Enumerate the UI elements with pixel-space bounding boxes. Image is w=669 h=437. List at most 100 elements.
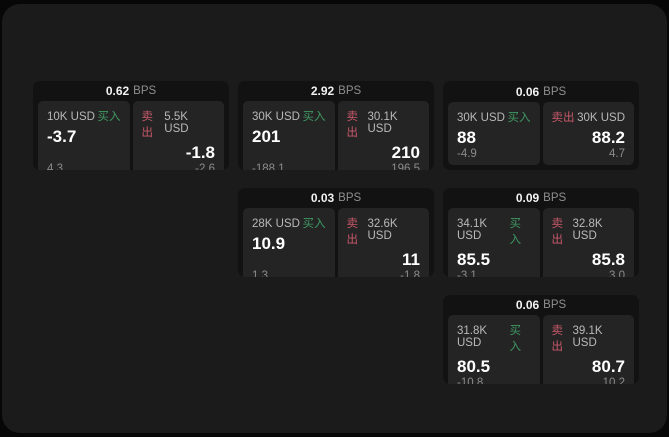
card-header: 0.09 BPS xyxy=(443,188,639,205)
bps-unit-label: BPS xyxy=(338,192,362,204)
buy-side-label: 买入 xyxy=(509,218,522,246)
buy-price: 85.5 xyxy=(457,250,491,269)
sell-price: 210 xyxy=(391,143,420,162)
sell-price: 85.8 xyxy=(591,250,625,269)
quote-panels: 28K USD 买入 10.9 1.3 卖出 32.6K USD 11 -1.8 xyxy=(238,205,434,277)
buy-panel[interactable]: 31.8K USD 买入 80.5 -10.8 xyxy=(448,315,540,384)
sell-sub-value: 4.7 xyxy=(609,148,625,160)
buy-panel-top: 31.8K USD 买入 xyxy=(457,322,531,354)
quote-panels: 30K USD 买入 88 -4.9 卖出 30K USD 88.2 4.7 xyxy=(443,99,639,170)
buy-sub-value: -188.1 xyxy=(252,163,285,170)
buy-amount: 30K USD xyxy=(457,112,505,124)
card-header: 2.92 BPS xyxy=(238,81,434,98)
sell-side-label: 卖出 xyxy=(551,112,575,124)
buy-sub-value: 4.3 xyxy=(47,163,63,170)
buy-panel[interactable]: 34.1K USD 买入 85.5 -3.1 xyxy=(448,208,540,277)
bps-unit-label: BPS xyxy=(543,85,567,98)
bps-unit-label: BPS xyxy=(543,192,567,204)
sell-side-label: 卖出 xyxy=(346,111,359,139)
sell-panel[interactable]: 卖出 32.6K USD 11 -1.8 xyxy=(337,208,429,277)
sell-side-label: 卖出 xyxy=(551,325,564,353)
sell-panel-top: 卖出 39.1K USD xyxy=(552,322,626,354)
sell-price: 11 xyxy=(402,250,420,269)
buy-sub-value: -4.9 xyxy=(457,148,477,160)
sell-amount: 30K USD xyxy=(577,112,625,124)
buy-price: -3.7 xyxy=(47,127,77,146)
app-page: 0.62 BPS 10K USD 买入 -3.7 4.3 卖出 5.5K USD… xyxy=(2,4,667,433)
quote-card: 0.09 BPS 34.1K USD 买入 85.5 -3.1 卖出 32.8K… xyxy=(443,188,639,277)
buy-panel[interactable]: 30K USD 买入 88 -4.9 xyxy=(448,102,540,165)
sell-panel-top: 卖出 5.5K USD xyxy=(142,108,216,140)
quote-card: 0.03 BPS 28K USD 买入 10.9 1.3 卖出 32.6K US… xyxy=(238,188,434,277)
sell-side-label: 卖出 xyxy=(346,218,359,246)
quote-panels: 10K USD 买入 -3.7 4.3 卖出 5.5K USD -1.8 -2.… xyxy=(33,98,229,170)
sell-amount: 32.6K USD xyxy=(367,218,398,242)
sell-amount: 32.8K USD xyxy=(572,218,603,242)
quote-panels: 34.1K USD 买入 85.5 -3.1 卖出 32.8K USD 85.8… xyxy=(443,205,639,277)
sell-panel-top: 卖出 32.6K USD xyxy=(347,215,421,247)
bps-value: 0.62 xyxy=(105,84,130,98)
buy-panel-top: 30K USD 买入 xyxy=(457,109,531,125)
sell-side-label: 卖出 xyxy=(551,218,564,246)
sell-panel[interactable]: 卖出 30K USD 88.2 4.7 xyxy=(542,102,634,165)
sell-sub-value: 196.5 xyxy=(391,163,420,170)
buy-price: 88 xyxy=(457,128,476,147)
buy-sub-value: -10.8 xyxy=(457,377,484,384)
bps-unit-label: BPS xyxy=(338,85,362,97)
quote-panels: 30K USD 买入 201 -188.1 卖出 30.1K USD 210 1… xyxy=(238,98,434,170)
buy-side-label: 买入 xyxy=(302,111,326,123)
quote-card: 0.62 BPS 10K USD 买入 -3.7 4.3 卖出 5.5K USD… xyxy=(33,81,229,170)
sell-panel[interactable]: 卖出 30.1K USD 210 196.5 xyxy=(337,101,429,170)
sell-panel-top: 卖出 30K USD xyxy=(552,109,626,125)
quote-panels: 31.8K USD 买入 80.5 -10.8 卖出 39.1K USD 80.… xyxy=(443,312,639,384)
buy-panel-top: 10K USD 买入 xyxy=(47,108,121,124)
sell-panel[interactable]: 卖出 32.8K USD 85.8 3.0 xyxy=(542,208,634,277)
sell-sub-value: 10.2 xyxy=(602,377,625,384)
buy-panel[interactable]: 10K USD 买入 -3.7 4.3 xyxy=(38,101,130,170)
bps-value: 0.09 xyxy=(515,191,540,205)
bps-unit-label: BPS xyxy=(133,85,157,97)
bps-value: 0.06 xyxy=(515,298,540,312)
buy-amount: 28K USD xyxy=(252,218,300,230)
sell-panel[interactable]: 卖出 5.5K USD -1.8 -2.6 xyxy=(132,101,224,170)
quote-card: 0.06 BPS 30K USD 买入 88 -4.9 卖出 30K USD 8… xyxy=(443,81,639,170)
cards-grid: 0.62 BPS 10K USD 买入 -3.7 4.3 卖出 5.5K USD… xyxy=(33,81,639,384)
buy-side-label: 买入 xyxy=(507,112,531,124)
sell-amount: 5.5K USD xyxy=(164,111,189,135)
buy-panel-top: 28K USD 买入 xyxy=(252,215,326,231)
buy-side-label: 买入 xyxy=(97,111,121,123)
buy-price: 201 xyxy=(252,127,281,146)
sell-side-label: 卖出 xyxy=(141,111,154,139)
bps-value: 0.03 xyxy=(310,191,335,205)
quote-card: 0.06 BPS 31.8K USD 买入 80.5 -10.8 卖出 39.1… xyxy=(443,295,639,384)
card-header: 0.03 BPS xyxy=(238,188,434,205)
buy-amount: 10K USD xyxy=(47,111,95,123)
sell-price: -1.8 xyxy=(185,143,215,162)
sell-amount: 30.1K USD xyxy=(367,111,398,135)
sell-amount: 39.1K USD xyxy=(572,325,603,349)
sell-price: 88.2 xyxy=(591,128,625,147)
sell-panel-top: 卖出 30.1K USD xyxy=(347,108,421,140)
card-header: 0.06 BPS xyxy=(443,295,639,312)
buy-price: 10.9 xyxy=(252,234,286,253)
sell-sub-value: -2.6 xyxy=(195,163,215,170)
buy-sub-value: 1.3 xyxy=(252,270,268,277)
bps-value: 0.06 xyxy=(515,84,540,99)
bps-value: 2.92 xyxy=(310,84,335,98)
card-header: 0.62 BPS xyxy=(33,81,229,98)
buy-panel[interactable]: 28K USD 买入 10.9 1.3 xyxy=(243,208,335,277)
card-header: 0.06 BPS xyxy=(443,81,639,99)
buy-panel-top: 30K USD 买入 xyxy=(252,108,326,124)
sell-panel[interactable]: 卖出 39.1K USD 80.7 10.2 xyxy=(542,315,634,384)
sell-sub-value: 3.0 xyxy=(609,270,625,277)
buy-panel[interactable]: 30K USD 买入 201 -188.1 xyxy=(243,101,335,170)
buy-side-label: 买入 xyxy=(302,218,326,230)
buy-amount: 34.1K USD xyxy=(457,218,488,242)
sell-price: 80.7 xyxy=(591,357,625,376)
bps-unit-label: BPS xyxy=(543,299,567,311)
buy-amount: 31.8K USD xyxy=(457,325,488,349)
buy-amount: 30K USD xyxy=(252,111,300,123)
sell-panel-top: 卖出 32.8K USD xyxy=(552,215,626,247)
sell-sub-value: -1.8 xyxy=(400,270,420,277)
quote-card: 2.92 BPS 30K USD 买入 201 -188.1 卖出 30.1K … xyxy=(238,81,434,170)
